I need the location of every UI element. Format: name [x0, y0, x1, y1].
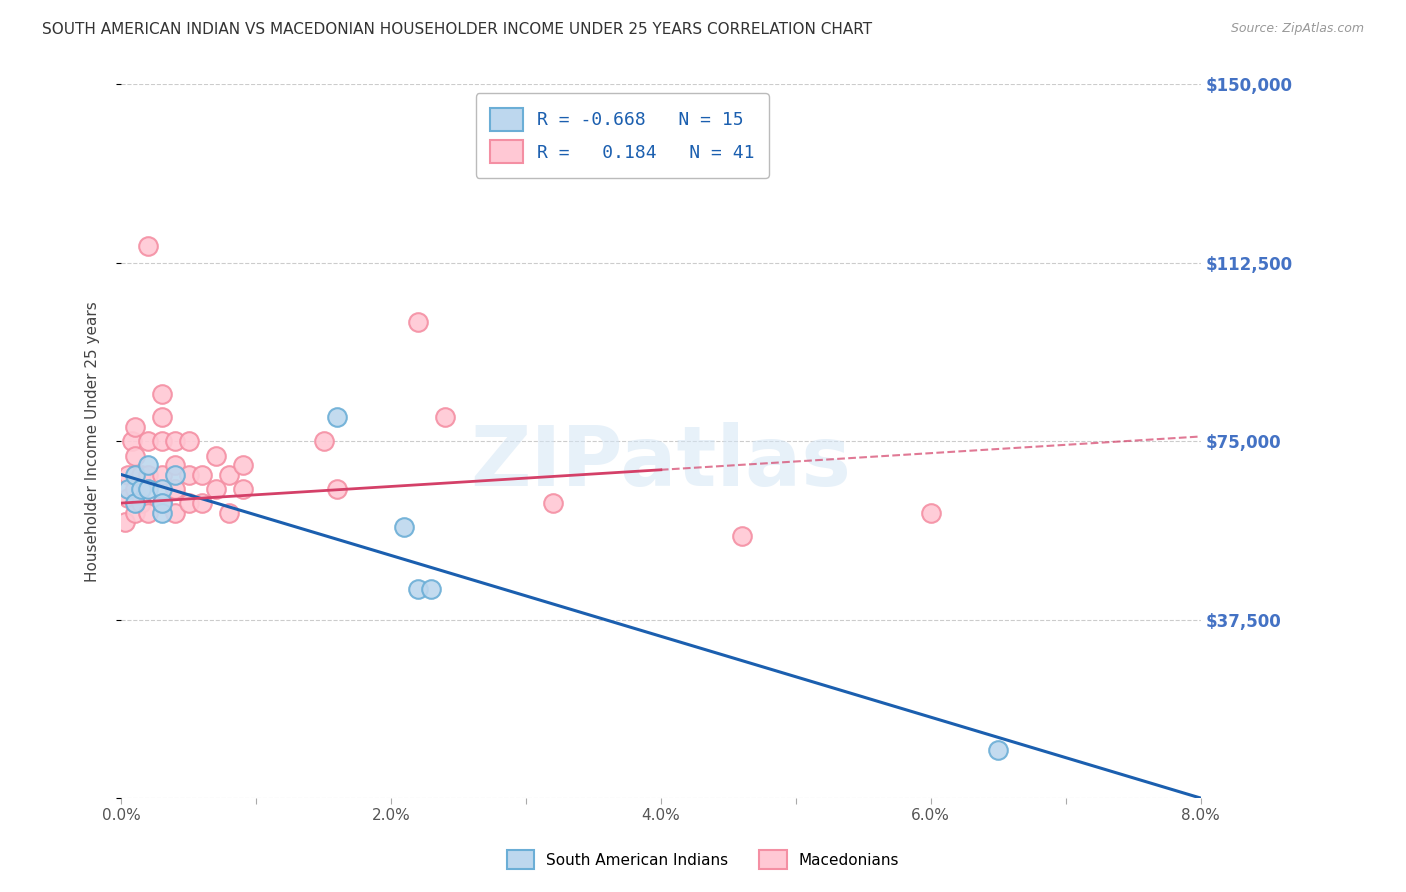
Point: [433, 410, 456, 425]
Point: [920, 506, 942, 520]
Point: [150, 482, 173, 496]
Point: [124, 449, 146, 463]
Point: [136, 467, 159, 482]
Point: [131, 467, 153, 482]
Point: [177, 434, 200, 449]
Point: [731, 529, 754, 543]
Point: [150, 410, 173, 425]
Point: [131, 482, 153, 496]
Point: [204, 482, 226, 496]
Point: [326, 410, 349, 425]
Point: [165, 467, 187, 482]
Point: [191, 467, 214, 482]
Point: [117, 482, 139, 496]
Point: [232, 458, 254, 472]
Point: [124, 496, 146, 510]
Point: [420, 582, 443, 596]
Point: [191, 496, 214, 510]
Point: [136, 458, 159, 472]
Text: ZIPatlas: ZIPatlas: [471, 422, 852, 503]
Point: [150, 386, 173, 401]
Point: [165, 458, 187, 472]
Point: [218, 467, 240, 482]
Point: [394, 520, 416, 534]
Point: [406, 582, 429, 596]
Point: [987, 743, 1010, 757]
Point: [326, 482, 349, 496]
Legend: South American Indians, Macedonians: South American Indians, Macedonians: [501, 844, 905, 875]
Point: [124, 482, 146, 496]
Point: [114, 515, 136, 529]
Text: Source: ZipAtlas.com: Source: ZipAtlas.com: [1230, 22, 1364, 36]
Y-axis label: Householder Income Under 25 years: Householder Income Under 25 years: [86, 301, 100, 582]
Point: [204, 449, 226, 463]
Point: [177, 467, 200, 482]
Point: [117, 491, 139, 506]
Point: [312, 434, 335, 449]
Point: [165, 482, 187, 496]
Point: [136, 239, 159, 253]
Point: [150, 467, 173, 482]
Point: [150, 506, 173, 520]
Point: [124, 506, 146, 520]
Text: SOUTH AMERICAN INDIAN VS MACEDONIAN HOUSEHOLDER INCOME UNDER 25 YEARS CORRELATIO: SOUTH AMERICAN INDIAN VS MACEDONIAN HOUS…: [42, 22, 872, 37]
Legend: R = -0.668   N = 15, R =   0.184   N = 41: R = -0.668 N = 15, R = 0.184 N = 41: [475, 94, 769, 178]
Point: [150, 496, 173, 510]
Point: [150, 434, 173, 449]
Point: [541, 496, 564, 510]
Point: [117, 467, 139, 482]
Point: [136, 506, 159, 520]
Point: [136, 434, 159, 449]
Point: [131, 496, 153, 510]
Point: [218, 506, 240, 520]
Point: [124, 467, 146, 482]
Point: [165, 506, 187, 520]
Point: [136, 482, 159, 496]
Point: [177, 496, 200, 510]
Point: [121, 434, 143, 449]
Point: [124, 420, 146, 434]
Point: [232, 482, 254, 496]
Point: [150, 496, 173, 510]
Point: [406, 315, 429, 329]
Point: [165, 434, 187, 449]
